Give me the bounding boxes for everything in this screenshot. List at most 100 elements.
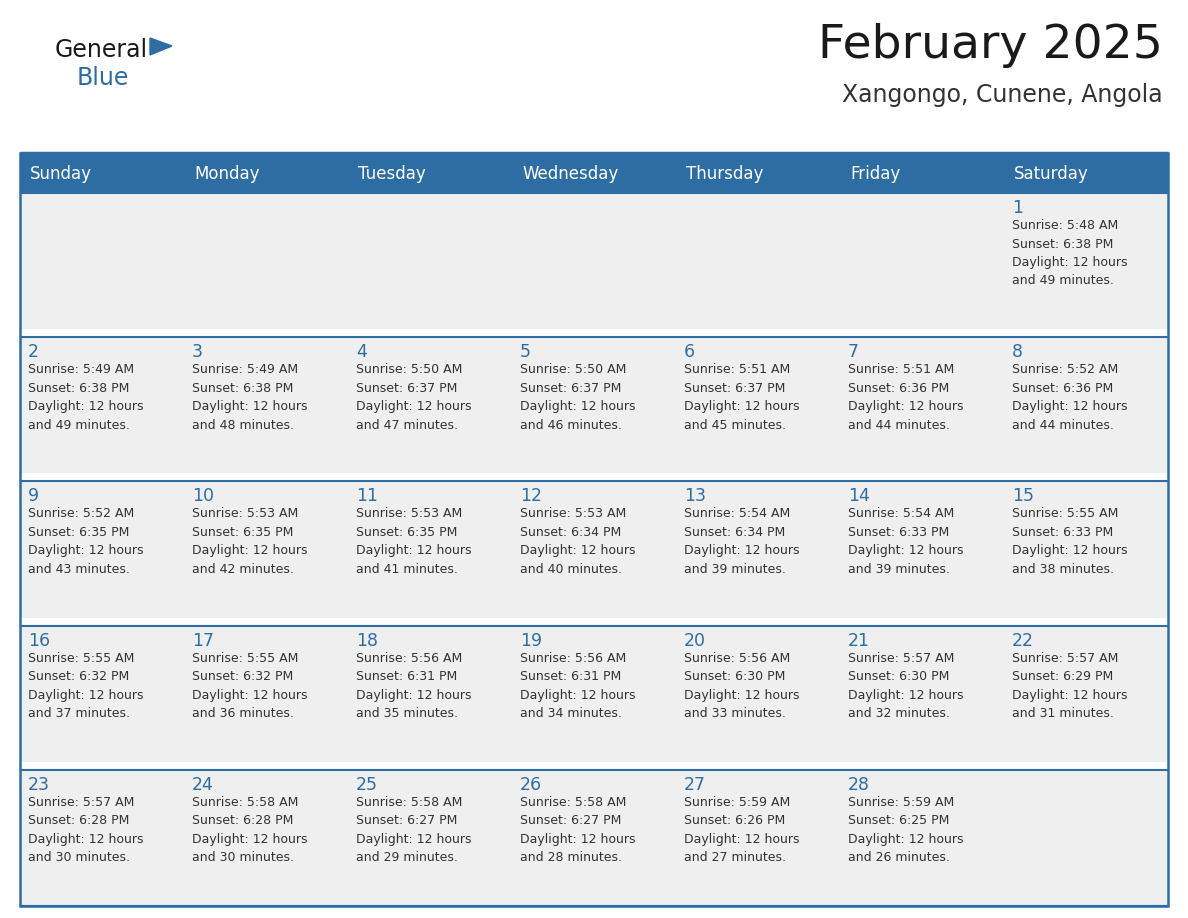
Bar: [676, 625, 840, 762]
Text: Tuesday: Tuesday: [358, 165, 425, 183]
Bar: [512, 337, 676, 474]
Text: Thursday: Thursday: [685, 165, 764, 183]
Bar: [184, 155, 348, 193]
Bar: [184, 481, 348, 618]
Text: 13: 13: [684, 487, 706, 506]
Bar: [348, 770, 512, 906]
Bar: [348, 193, 512, 330]
Text: Sunday: Sunday: [30, 165, 91, 183]
Text: Sunrise: 5:50 AM
Sunset: 6:37 PM
Daylight: 12 hours
and 46 minutes.: Sunrise: 5:50 AM Sunset: 6:37 PM Dayligh…: [520, 364, 636, 431]
Bar: [840, 481, 1004, 618]
Bar: [20, 337, 184, 474]
Bar: [840, 193, 1004, 330]
Text: 15: 15: [1012, 487, 1034, 506]
Text: Sunrise: 5:58 AM
Sunset: 6:27 PM
Daylight: 12 hours
and 28 minutes.: Sunrise: 5:58 AM Sunset: 6:27 PM Dayligh…: [520, 796, 636, 865]
Bar: [20, 481, 184, 618]
Bar: [348, 337, 512, 474]
Text: 12: 12: [520, 487, 542, 506]
Bar: [20, 155, 184, 193]
Text: Sunrise: 5:48 AM
Sunset: 6:38 PM
Daylight: 12 hours
and 49 minutes.: Sunrise: 5:48 AM Sunset: 6:38 PM Dayligh…: [1012, 219, 1127, 287]
Text: Sunrise: 5:57 AM
Sunset: 6:29 PM
Daylight: 12 hours
and 31 minutes.: Sunrise: 5:57 AM Sunset: 6:29 PM Dayligh…: [1012, 652, 1127, 720]
Bar: [676, 337, 840, 474]
Text: 26: 26: [520, 776, 542, 794]
Text: 18: 18: [356, 632, 378, 650]
Text: Sunrise: 5:57 AM
Sunset: 6:28 PM
Daylight: 12 hours
and 30 minutes.: Sunrise: 5:57 AM Sunset: 6:28 PM Dayligh…: [29, 796, 144, 865]
Text: 23: 23: [29, 776, 50, 794]
Text: Sunrise: 5:49 AM
Sunset: 6:38 PM
Daylight: 12 hours
and 49 minutes.: Sunrise: 5:49 AM Sunset: 6:38 PM Dayligh…: [29, 364, 144, 431]
Text: Sunrise: 5:51 AM
Sunset: 6:36 PM
Daylight: 12 hours
and 44 minutes.: Sunrise: 5:51 AM Sunset: 6:36 PM Dayligh…: [848, 364, 963, 431]
Text: 10: 10: [192, 487, 214, 506]
Text: Sunrise: 5:54 AM
Sunset: 6:34 PM
Daylight: 12 hours
and 39 minutes.: Sunrise: 5:54 AM Sunset: 6:34 PM Dayligh…: [684, 508, 800, 576]
Bar: [1004, 770, 1168, 906]
Text: Sunrise: 5:59 AM
Sunset: 6:25 PM
Daylight: 12 hours
and 26 minutes.: Sunrise: 5:59 AM Sunset: 6:25 PM Dayligh…: [848, 796, 963, 865]
Bar: [184, 193, 348, 330]
Text: 17: 17: [192, 632, 214, 650]
Bar: [676, 481, 840, 618]
Bar: [20, 193, 184, 330]
Text: 1: 1: [1012, 199, 1023, 217]
Bar: [512, 481, 676, 618]
Bar: [512, 155, 676, 193]
Text: Saturday: Saturday: [1015, 165, 1088, 183]
Bar: [348, 155, 512, 193]
Bar: [184, 337, 348, 474]
Text: 16: 16: [29, 632, 50, 650]
Bar: [20, 625, 184, 762]
Polygon shape: [150, 38, 172, 55]
Text: Friday: Friday: [849, 165, 901, 183]
Text: General: General: [55, 38, 148, 62]
Text: Xangongo, Cunene, Angola: Xangongo, Cunene, Angola: [842, 83, 1163, 107]
Text: Sunrise: 5:53 AM
Sunset: 6:35 PM
Daylight: 12 hours
and 42 minutes.: Sunrise: 5:53 AM Sunset: 6:35 PM Dayligh…: [192, 508, 308, 576]
Text: 14: 14: [848, 487, 870, 506]
Bar: [348, 481, 512, 618]
Bar: [1004, 481, 1168, 618]
Bar: [840, 337, 1004, 474]
Text: Sunrise: 5:49 AM
Sunset: 6:38 PM
Daylight: 12 hours
and 48 minutes.: Sunrise: 5:49 AM Sunset: 6:38 PM Dayligh…: [192, 364, 308, 431]
Text: Blue: Blue: [77, 66, 129, 90]
Text: 27: 27: [684, 776, 706, 794]
Text: Sunrise: 5:55 AM
Sunset: 6:33 PM
Daylight: 12 hours
and 38 minutes.: Sunrise: 5:55 AM Sunset: 6:33 PM Dayligh…: [1012, 508, 1127, 576]
Text: 6: 6: [684, 343, 695, 361]
Text: 20: 20: [684, 632, 706, 650]
Text: Sunrise: 5:54 AM
Sunset: 6:33 PM
Daylight: 12 hours
and 39 minutes.: Sunrise: 5:54 AM Sunset: 6:33 PM Dayligh…: [848, 508, 963, 576]
Bar: [1004, 193, 1168, 330]
Text: Sunrise: 5:58 AM
Sunset: 6:27 PM
Daylight: 12 hours
and 29 minutes.: Sunrise: 5:58 AM Sunset: 6:27 PM Dayligh…: [356, 796, 472, 865]
Bar: [20, 153, 1168, 906]
Bar: [184, 770, 348, 906]
Text: 4: 4: [356, 343, 367, 361]
Text: 2: 2: [29, 343, 39, 361]
Bar: [1004, 625, 1168, 762]
Bar: [184, 625, 348, 762]
Text: 11: 11: [356, 487, 378, 506]
Text: Sunrise: 5:56 AM
Sunset: 6:30 PM
Daylight: 12 hours
and 33 minutes.: Sunrise: 5:56 AM Sunset: 6:30 PM Dayligh…: [684, 652, 800, 720]
Text: 9: 9: [29, 487, 39, 506]
Bar: [512, 770, 676, 906]
Text: Sunrise: 5:58 AM
Sunset: 6:28 PM
Daylight: 12 hours
and 30 minutes.: Sunrise: 5:58 AM Sunset: 6:28 PM Dayligh…: [192, 796, 308, 865]
Text: Sunrise: 5:53 AM
Sunset: 6:35 PM
Daylight: 12 hours
and 41 minutes.: Sunrise: 5:53 AM Sunset: 6:35 PM Dayligh…: [356, 508, 472, 576]
Text: 19: 19: [520, 632, 542, 650]
Text: 22: 22: [1012, 632, 1034, 650]
Text: 21: 21: [848, 632, 870, 650]
Bar: [348, 625, 512, 762]
Text: Sunrise: 5:55 AM
Sunset: 6:32 PM
Daylight: 12 hours
and 36 minutes.: Sunrise: 5:55 AM Sunset: 6:32 PM Dayligh…: [192, 652, 308, 720]
Text: Sunrise: 5:55 AM
Sunset: 6:32 PM
Daylight: 12 hours
and 37 minutes.: Sunrise: 5:55 AM Sunset: 6:32 PM Dayligh…: [29, 652, 144, 720]
Text: Sunrise: 5:56 AM
Sunset: 6:31 PM
Daylight: 12 hours
and 35 minutes.: Sunrise: 5:56 AM Sunset: 6:31 PM Dayligh…: [356, 652, 472, 720]
Text: Sunrise: 5:50 AM
Sunset: 6:37 PM
Daylight: 12 hours
and 47 minutes.: Sunrise: 5:50 AM Sunset: 6:37 PM Dayligh…: [356, 364, 472, 431]
Text: 24: 24: [192, 776, 214, 794]
Text: Wednesday: Wednesday: [522, 165, 618, 183]
Bar: [1004, 337, 1168, 474]
Text: 7: 7: [848, 343, 859, 361]
Text: February 2025: February 2025: [819, 23, 1163, 68]
Bar: [676, 193, 840, 330]
Bar: [20, 770, 184, 906]
Text: Sunrise: 5:53 AM
Sunset: 6:34 PM
Daylight: 12 hours
and 40 minutes.: Sunrise: 5:53 AM Sunset: 6:34 PM Dayligh…: [520, 508, 636, 576]
Bar: [840, 625, 1004, 762]
Text: Sunrise: 5:51 AM
Sunset: 6:37 PM
Daylight: 12 hours
and 45 minutes.: Sunrise: 5:51 AM Sunset: 6:37 PM Dayligh…: [684, 364, 800, 431]
Bar: [676, 770, 840, 906]
Text: Sunrise: 5:56 AM
Sunset: 6:31 PM
Daylight: 12 hours
and 34 minutes.: Sunrise: 5:56 AM Sunset: 6:31 PM Dayligh…: [520, 652, 636, 720]
Text: 25: 25: [356, 776, 378, 794]
Text: Sunrise: 5:52 AM
Sunset: 6:36 PM
Daylight: 12 hours
and 44 minutes.: Sunrise: 5:52 AM Sunset: 6:36 PM Dayligh…: [1012, 364, 1127, 431]
Bar: [1004, 155, 1168, 193]
Text: 5: 5: [520, 343, 531, 361]
Text: 3: 3: [192, 343, 203, 361]
